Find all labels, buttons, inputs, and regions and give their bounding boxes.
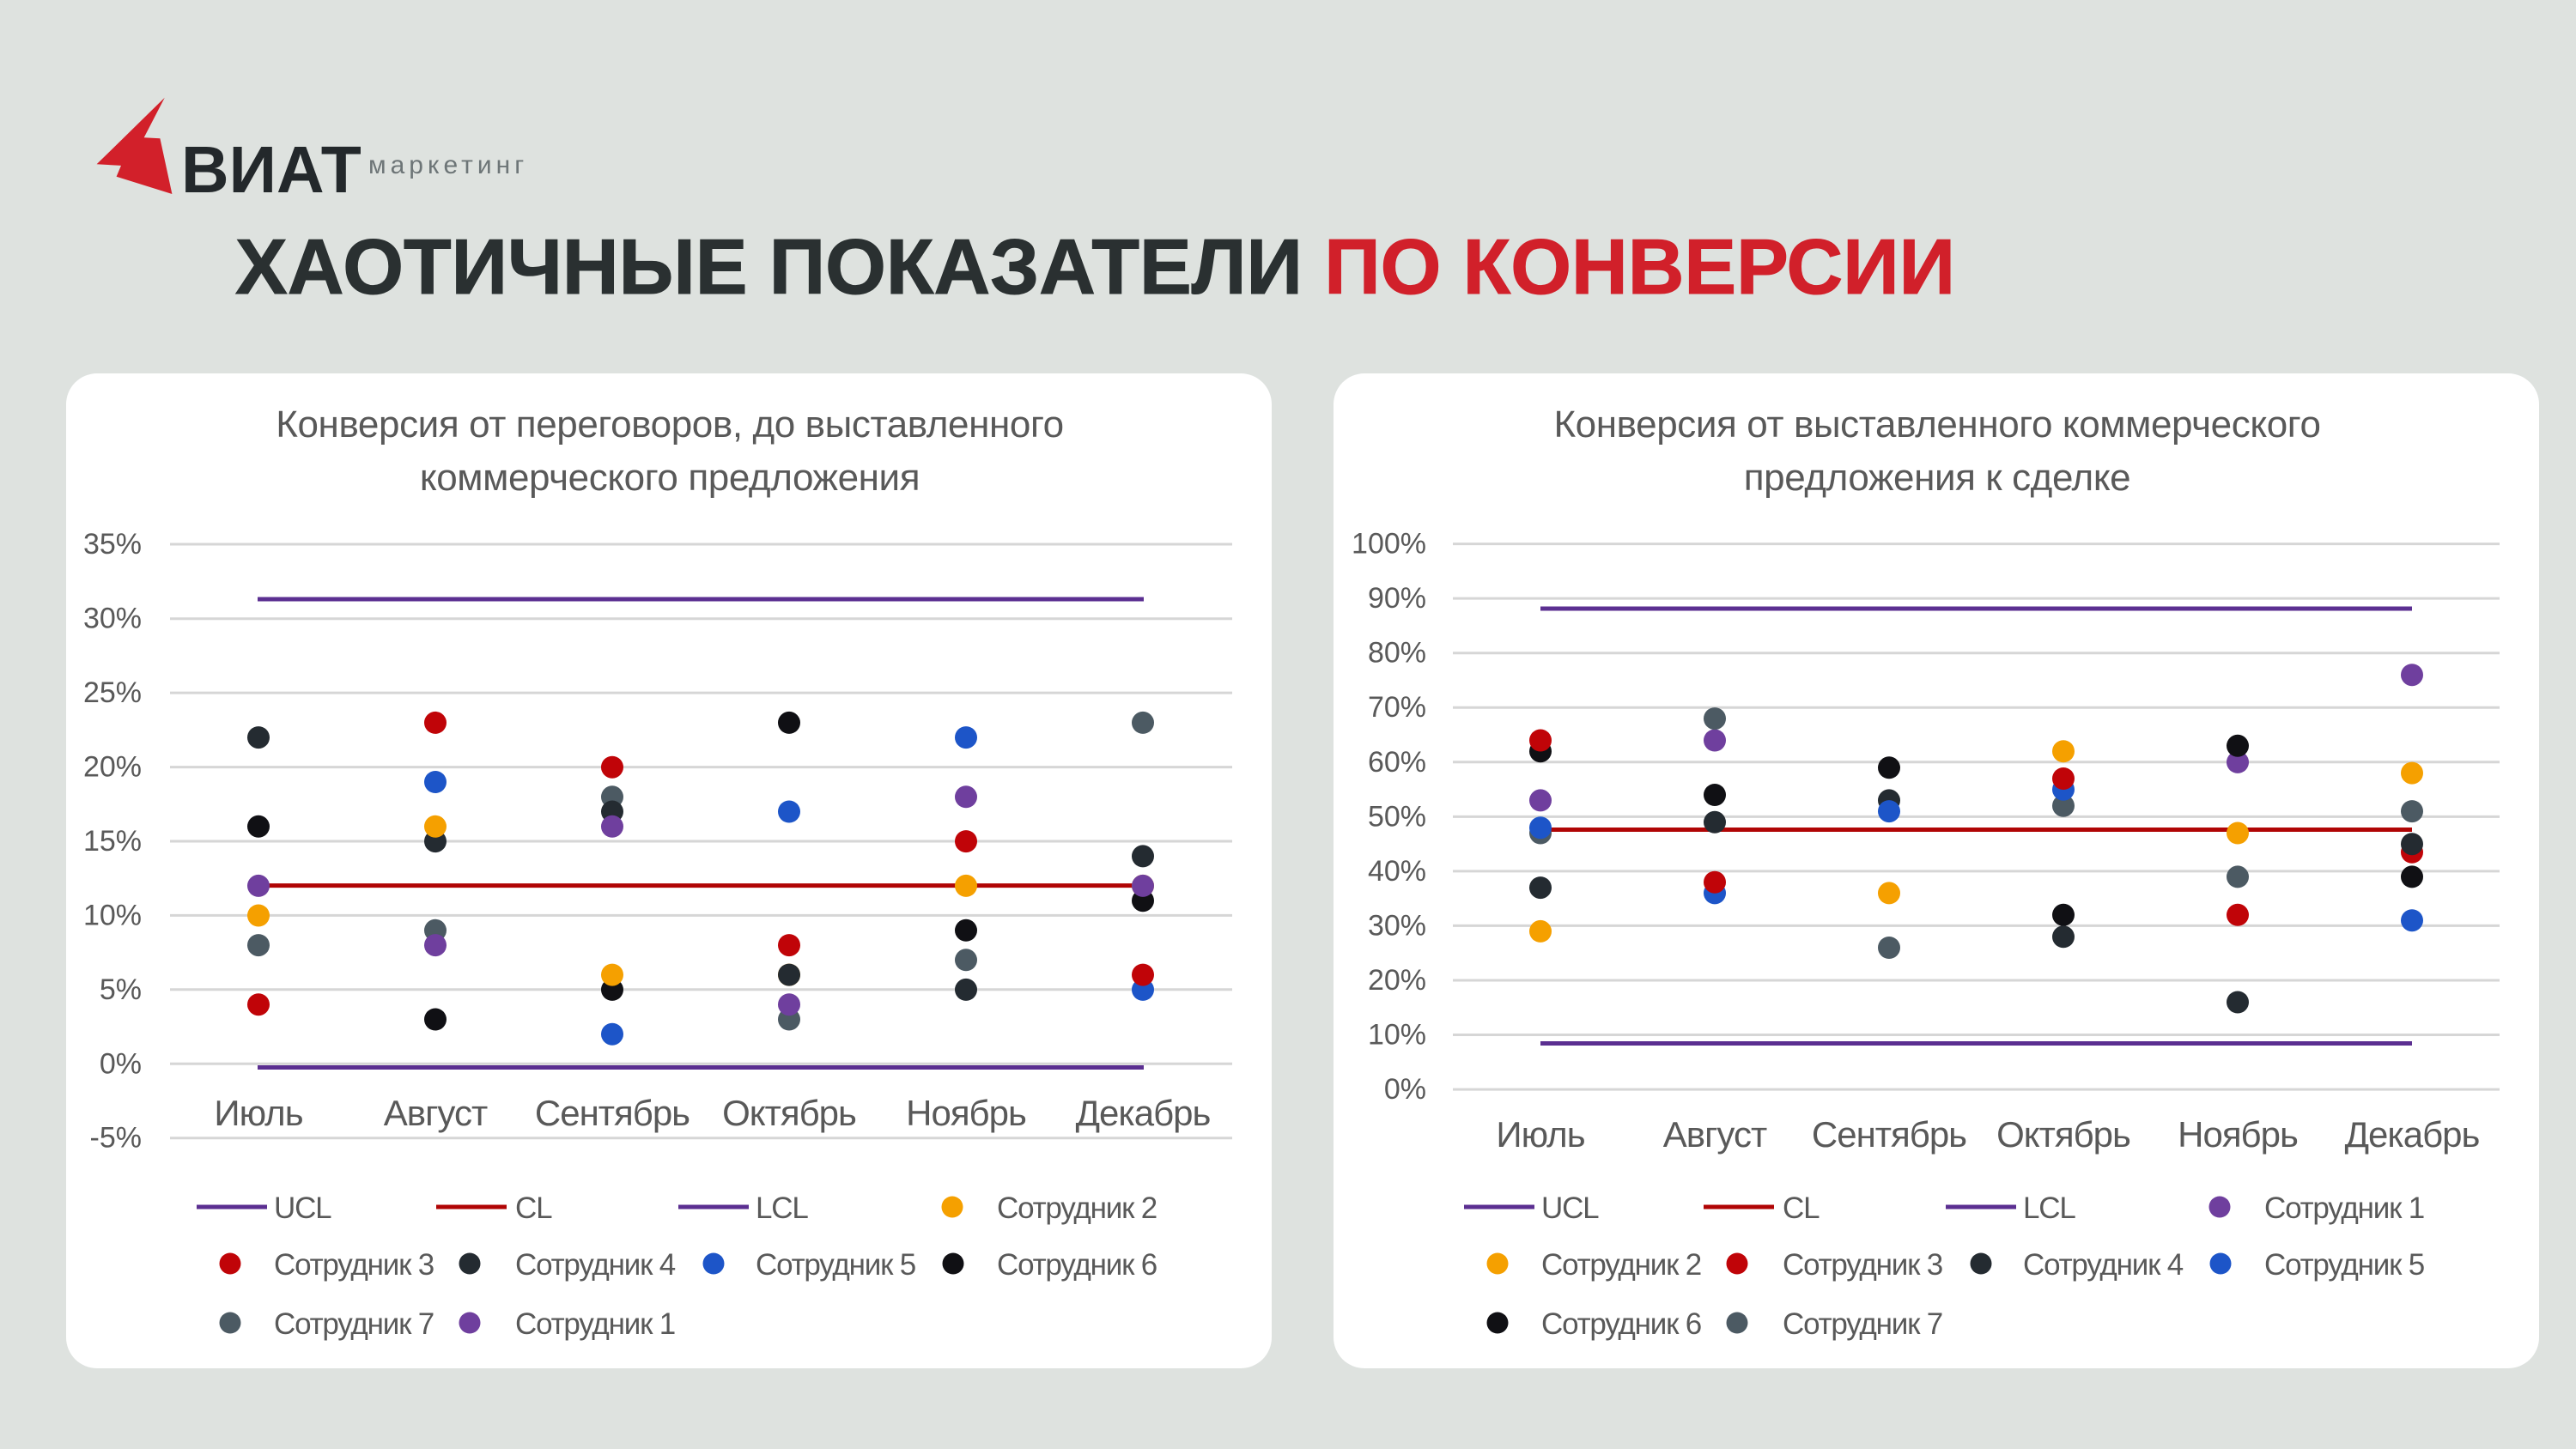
svg-text:Декабрь: Декабрь <box>2345 1114 2480 1155</box>
svg-text:Сотрудник 2: Сотрудник 2 <box>1541 1248 1701 1282</box>
svg-text:Октябрь: Октябрь <box>1996 1114 2130 1155</box>
svg-text:Июль: Июль <box>1496 1114 1584 1155</box>
svg-text:Декабрь: Декабрь <box>1076 1093 1211 1133</box>
svg-text:50%: 50% <box>1368 800 1426 833</box>
svg-text:Июль: Июль <box>214 1093 302 1133</box>
svg-text:Ноябрь: Ноябрь <box>906 1093 1026 1133</box>
svg-text:70%: 70% <box>1368 691 1426 724</box>
svg-text:Сентябрь: Сентябрь <box>535 1093 690 1133</box>
svg-text:UCL: UCL <box>274 1191 331 1225</box>
svg-text:25%: 25% <box>83 676 142 709</box>
svg-text:Сотрудник 4: Сотрудник 4 <box>2023 1248 2184 1282</box>
svg-text:0%: 0% <box>1384 1073 1426 1106</box>
svg-text:10%: 10% <box>1368 1019 1426 1052</box>
svg-text:коммерческого предложения: коммерческого предложения <box>420 457 920 499</box>
svg-text:30%: 30% <box>83 603 142 635</box>
svg-text:Август: Август <box>1663 1114 1767 1155</box>
svg-text:Сотрудник 4: Сотрудник 4 <box>515 1248 676 1282</box>
svg-text:Ноябрь: Ноябрь <box>2178 1114 2298 1155</box>
svg-text:20%: 20% <box>1368 964 1426 997</box>
svg-text:Август: Август <box>384 1093 488 1133</box>
svg-text:Конверсия от переговоров, до в: Конверсия от переговоров, до выставленно… <box>276 403 1063 446</box>
svg-text:Сотрудник 6: Сотрудник 6 <box>1541 1307 1701 1341</box>
svg-text:LCL: LCL <box>2023 1191 2075 1225</box>
svg-text:20%: 20% <box>83 751 142 784</box>
svg-text:Сотрудник 1: Сотрудник 1 <box>2264 1191 2424 1225</box>
svg-text:Сотрудник 6: Сотрудник 6 <box>997 1248 1157 1282</box>
svg-text:Сотрудник 5: Сотрудник 5 <box>2264 1248 2424 1282</box>
svg-text:Сотрудник 3: Сотрудник 3 <box>274 1248 434 1282</box>
svg-text:UCL: UCL <box>1541 1191 1599 1225</box>
svg-text:Сентябрь: Сентябрь <box>1812 1114 1966 1155</box>
svg-text:90%: 90% <box>1368 582 1426 615</box>
svg-text:Октябрь: Октябрь <box>722 1093 856 1133</box>
svg-text:100%: 100% <box>1352 528 1426 561</box>
svg-text:ВИАТ: ВИАТ <box>181 133 361 207</box>
svg-text:Сотрудник 3: Сотрудник 3 <box>1783 1248 1942 1282</box>
svg-text:CL: CL <box>515 1191 552 1225</box>
svg-text:Сотрудник 2: Сотрудник 2 <box>997 1191 1157 1225</box>
svg-text:30%: 30% <box>1368 909 1426 942</box>
svg-text:35%: 35% <box>83 528 142 561</box>
svg-text:маркетинг: маркетинг <box>368 151 528 179</box>
svg-text:Сотрудник 5: Сотрудник 5 <box>756 1248 915 1282</box>
svg-text:0%: 0% <box>100 1047 142 1080</box>
svg-text:80%: 80% <box>1368 637 1426 670</box>
svg-text:15%: 15% <box>83 825 142 858</box>
svg-text:Конверсия от выставленного ком: Конверсия от выставленного коммерческого <box>1553 403 2320 446</box>
svg-text:-5%: -5% <box>90 1122 142 1155</box>
svg-text:Сотрудник 7: Сотрудник 7 <box>274 1307 434 1341</box>
svg-text:предложения к сделке: предложения к сделке <box>1744 457 2131 499</box>
svg-text:Сотрудник 1: Сотрудник 1 <box>515 1307 675 1341</box>
svg-text:5%: 5% <box>100 973 142 1006</box>
svg-text:60%: 60% <box>1368 746 1426 779</box>
svg-text:10%: 10% <box>83 899 142 931</box>
svg-text:40%: 40% <box>1368 855 1426 888</box>
svg-text:LCL: LCL <box>756 1191 808 1225</box>
svg-text:Сотрудник 7: Сотрудник 7 <box>1783 1307 1942 1341</box>
svg-text:CL: CL <box>1783 1191 1820 1225</box>
